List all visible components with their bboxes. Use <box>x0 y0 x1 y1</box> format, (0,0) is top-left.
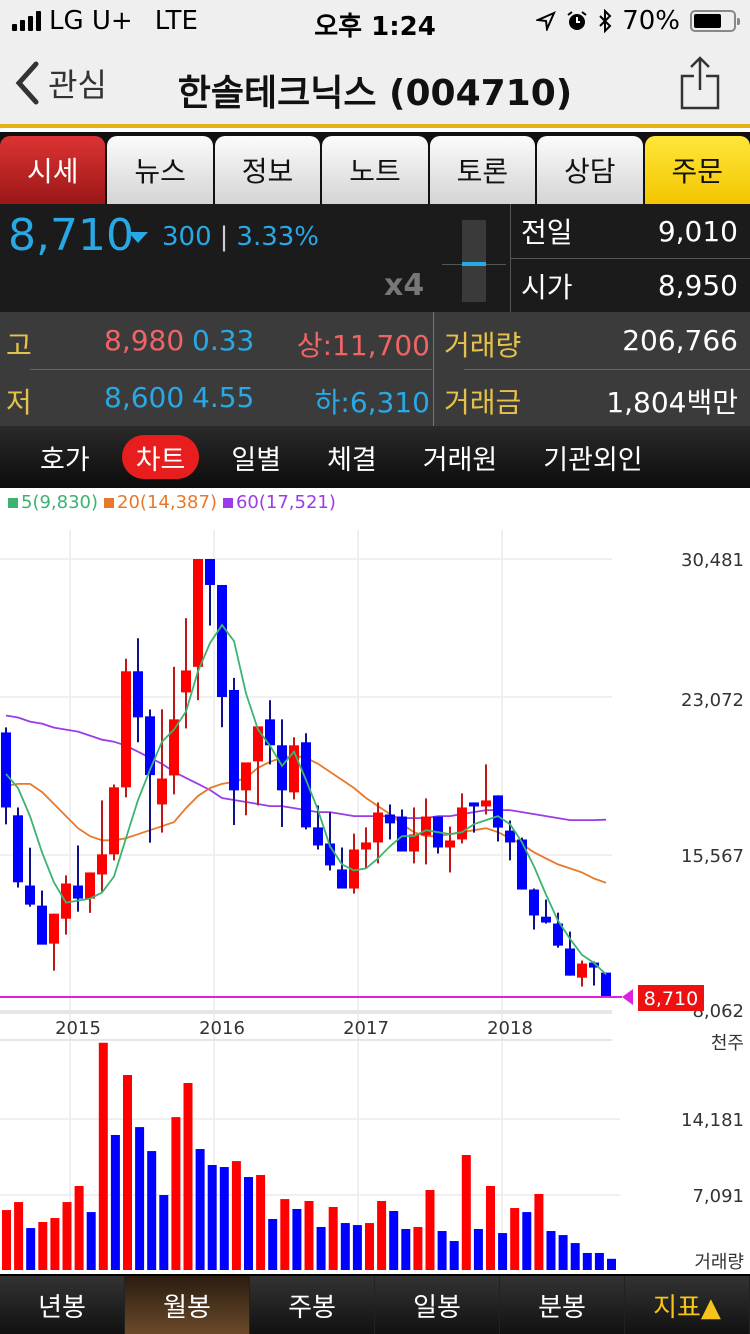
change-amount: 300 <box>162 222 212 252</box>
share-icon[interactable] <box>680 56 720 110</box>
subtab-brokers[interactable]: 거래원 <box>422 444 498 476</box>
amount-value: 1,804백만 <box>606 386 738 419</box>
svg-text:8,062: 8,062 <box>692 1001 744 1022</box>
low-pct: 4.55 <box>192 381 255 414</box>
period-daily[interactable]: 일봉 <box>375 1276 500 1334</box>
location-arrow-icon <box>536 11 557 31</box>
main-tabs: 시세 뉴스 정보 노트 토론 상담 주문 <box>0 132 750 204</box>
tab-quote[interactable]: 시세 <box>0 136 106 204</box>
period-tabs: 년봉 월봉 주봉 일봉 분봉 지표▲ <box>0 1274 750 1334</box>
svg-text:거래량: 거래량 <box>694 1252 744 1273</box>
open-value: 8,950 <box>657 269 738 302</box>
open-label: 시가 <box>521 270 573 304</box>
current-price: 8,710 <box>8 210 134 261</box>
chart-legend: 5(9,830) 20(14,387) 60(17,521) <box>8 492 336 513</box>
subtab-chart[interactable]: 차트 <box>121 435 200 479</box>
open-row: 시가 8,950 <box>511 258 750 312</box>
volume-label: 거래량 <box>444 329 522 362</box>
bluetooth-icon <box>599 9 612 33</box>
svg-text:14,181: 14,181 <box>681 1110 744 1131</box>
prev-close-value: 9,010 <box>657 214 738 248</box>
carrier-label: LG U+ <box>49 6 133 36</box>
upper-limit: 상:11,700 <box>296 329 430 362</box>
period-monthly[interactable]: 월봉 <box>125 1276 250 1334</box>
tab-order[interactable]: 주문 <box>644 136 750 204</box>
subtab-orderbook[interactable]: 호가 <box>40 444 90 476</box>
period-minute[interactable]: 분봉 <box>500 1276 625 1334</box>
current-price-marker <box>462 262 486 266</box>
alarm-icon <box>567 11 587 30</box>
stats-panel: 고 8,980 0.33 상:11,700 저 8,600 4.55 하:6,3… <box>0 312 750 426</box>
amount-label: 거래금 <box>444 386 522 419</box>
high-row: 고 8,980 0.33 상:11,700 <box>0 312 432 369</box>
page-title: 한솔테크닉스 (004710) <box>177 73 573 114</box>
subtab-daily[interactable]: 일별 <box>231 444 282 476</box>
volume-row: 거래량 206,766 <box>434 312 750 369</box>
battery-percent: 70% <box>622 6 680 36</box>
lower-limit: 하:6,310 <box>314 386 430 419</box>
tab-note[interactable]: 노트 <box>322 136 428 204</box>
tab-info[interactable]: 정보 <box>214 136 321 204</box>
high-pct: 0.33 <box>192 324 255 357</box>
subtab-institution-foreign[interactable]: 기관외인 <box>543 444 643 476</box>
sub-tabs: 호가 차트 일별 체결 거래원 기관외인 <box>0 426 750 488</box>
svg-text:15,567: 15,567 <box>681 846 744 867</box>
price-change: 300 | 3.33% <box>128 222 319 252</box>
signal-strength-icon <box>12 11 41 31</box>
status-time: 오후 1:24 <box>314 12 436 42</box>
legend-ma60: 60(17,521) <box>222 492 336 513</box>
period-weekly[interactable]: 주봉 <box>250 1276 375 1334</box>
svg-text:2018: 2018 <box>487 1018 533 1039</box>
price-chart[interactable]: 30,481 23,072 15,567 8,062 2015 2016 2017 2018 천… <box>0 488 750 1274</box>
svg-text:30,481: 30,481 <box>681 550 744 571</box>
low-row: 저 8,600 4.55 하:6,310 <box>0 369 432 426</box>
legend-ma5: 5(9,830) <box>8 492 98 513</box>
low-label: 저 <box>6 386 32 419</box>
nav-bar: 관심 한솔테크닉스 (004710) <box>0 40 750 128</box>
change-percent: 3.33% <box>236 222 320 252</box>
volume-value: 206,766 <box>622 324 738 357</box>
status-bar: LG U+ LTE 오후 1:24 70% <box>0 0 750 42</box>
svg-text:2017: 2017 <box>343 1018 389 1039</box>
svg-text:2015: 2015 <box>55 1018 101 1039</box>
indicator-button[interactable]: 지표▲ <box>625 1276 750 1334</box>
separator: | <box>219 222 229 252</box>
quote-panel: 8,710 300 | 3.33% x4 전일 9,010 시가 8,950 <box>0 204 750 312</box>
tab-news[interactable]: 뉴스 <box>107 136 213 204</box>
battery-icon <box>690 10 740 32</box>
period-yearly[interactable]: 년봉 <box>0 1276 125 1334</box>
down-triangle-icon <box>128 231 148 243</box>
prev-close-label: 전일 <box>521 216 573 249</box>
svg-text:7,091: 7,091 <box>692 1186 744 1207</box>
chevron-left-icon <box>15 61 39 105</box>
svg-text:23,072: 23,072 <box>681 690 744 711</box>
back-button[interactable]: 관심 <box>14 60 107 106</box>
subtab-trades[interactable]: 체결 <box>327 444 377 476</box>
tab-discussion[interactable]: 토론 <box>429 136 536 204</box>
tab-consult[interactable]: 상담 <box>537 136 643 204</box>
legend-ma20: 20(14,387) <box>104 492 217 513</box>
zoom-level: x4 <box>384 268 425 303</box>
back-label: 관심 <box>48 66 107 104</box>
svg-text:8,710: 8,710 <box>644 988 698 1010</box>
svg-text:2016: 2016 <box>199 1018 245 1039</box>
prev-close-row: 전일 9,010 <box>511 204 750 258</box>
network-label: LTE <box>154 6 198 36</box>
high-label: 고 <box>6 329 32 362</box>
high-value: 8,980 <box>104 324 185 357</box>
svg-text:천주: 천주 <box>711 1033 744 1054</box>
amount-row: 거래금 1,804백만 <box>434 369 750 426</box>
quote-summary: 전일 9,010 시가 8,950 <box>510 204 750 312</box>
low-value: 8,600 <box>104 381 185 414</box>
price-range-slider <box>442 220 506 302</box>
